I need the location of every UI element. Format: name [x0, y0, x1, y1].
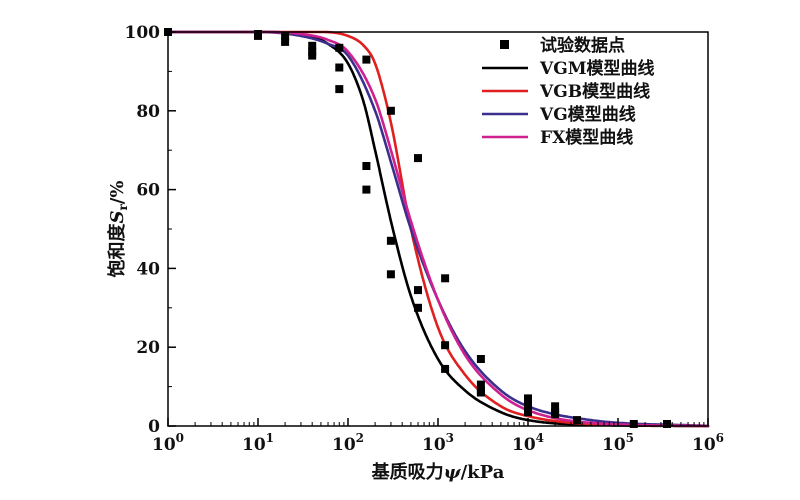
data-point-13: [362, 185, 371, 194]
data-point-27: [524, 394, 532, 403]
legend-label-scatter: 试验数据点: [540, 35, 625, 56]
data-point-16: [386, 270, 395, 279]
data-point-35: [629, 420, 638, 428]
data-points: [164, 28, 671, 428]
legend-label-1: VGB模型曲线: [539, 81, 650, 102]
x-tick-label: 103: [422, 431, 454, 455]
data-point-20: [441, 274, 450, 283]
data-point-19: [414, 303, 422, 312]
y-tick-label: 100: [125, 23, 161, 43]
y-tick-label: 60: [136, 181, 160, 201]
data-point-34: [573, 416, 581, 425]
y-tick-label: 80: [136, 102, 160, 122]
data-point-24: [476, 380, 485, 389]
data-point-10: [335, 85, 344, 94]
data-point-8: [335, 43, 344, 52]
data-point-23: [476, 355, 485, 363]
data-point-14: [386, 106, 395, 115]
y-axis-label: 饱和度Sr/%: [106, 180, 130, 277]
data-point-26: [476, 388, 485, 397]
curve-series-3: [166, 30, 710, 428]
data-point-17: [414, 154, 422, 163]
data-point-9: [335, 63, 344, 72]
x-tick-label: 102: [332, 431, 364, 455]
data-point-18: [414, 286, 422, 295]
x-tick-label: 104: [512, 431, 544, 455]
legend-marker-scatter: [500, 40, 509, 49]
axes: 100 101 102 103 104 105 106 0 20 40 60 80 100 基质吸力ψ/k…: [106, 23, 724, 483]
data-point-31: [551, 402, 560, 411]
legend-label-3: FX模型曲线: [540, 127, 633, 148]
x-axis-label: 基质吸力ψ/kPa: [371, 461, 505, 483]
y-tick-label: 20: [136, 338, 160, 358]
data-point-12: [362, 162, 371, 170]
y-tick-label: 40: [136, 259, 160, 279]
data-point-33: [551, 410, 560, 419]
legend-label-0: VGM模型曲线: [539, 58, 655, 79]
data-point-21: [441, 341, 450, 350]
data-point-15: [386, 236, 395, 245]
y-tick-label: 0: [148, 417, 160, 437]
data-point-3: [281, 31, 290, 40]
x-tick-label: 101: [242, 431, 274, 455]
data-point-22: [441, 364, 450, 373]
data-point-11: [362, 55, 371, 64]
x-tick-label: 100: [152, 431, 184, 455]
data-point-30: [524, 408, 532, 417]
x-tick-label: 106: [692, 431, 724, 455]
data-point-5: [308, 41, 317, 50]
data-point-4: [281, 37, 290, 46]
data-point-7: [308, 51, 317, 60]
legend-label-2: VG模型曲线: [539, 104, 636, 125]
x-tick-label: 105: [602, 431, 634, 455]
data-point-2: [254, 31, 262, 40]
data-point-36: [663, 420, 671, 428]
data-point-28: [524, 400, 532, 409]
curve-series-2: [166, 30, 710, 428]
